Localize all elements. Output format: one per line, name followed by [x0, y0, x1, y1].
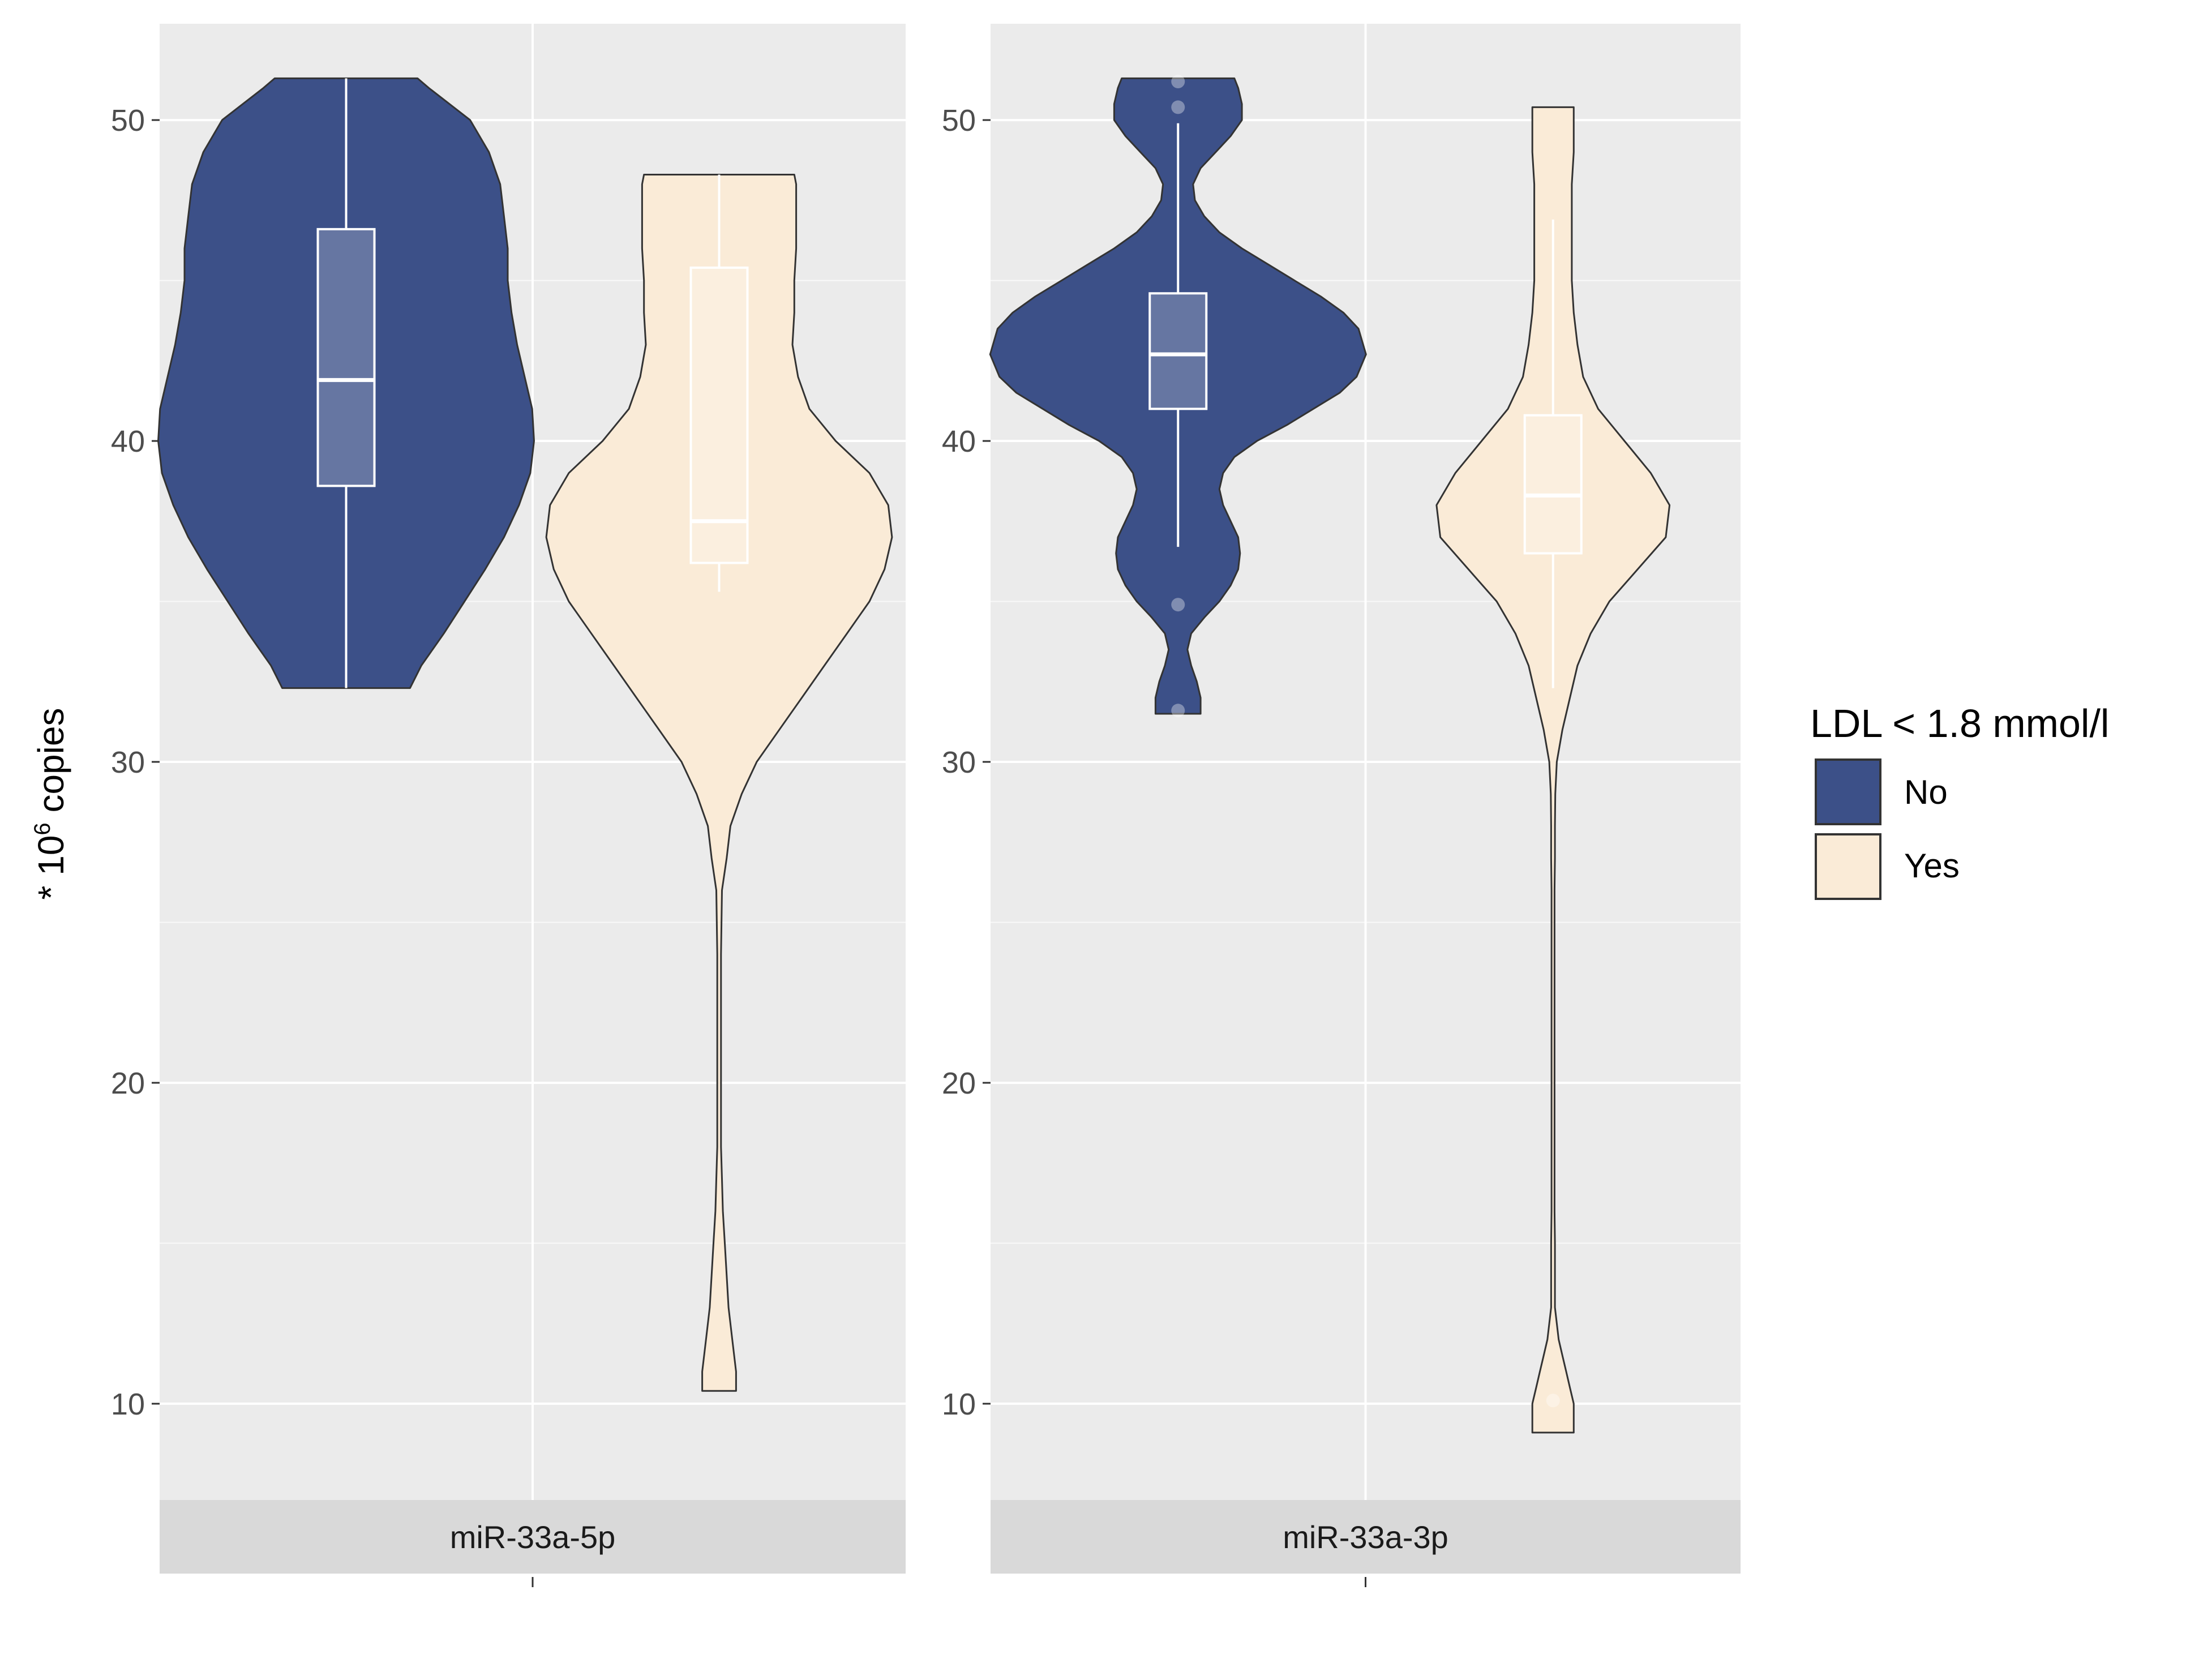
y-tick-label: 50	[111, 104, 145, 138]
y-tick-label: 20	[942, 1066, 976, 1100]
y-tick-label: 30	[111, 745, 145, 779]
violin-group-yes	[1435, 106, 1671, 1434]
y-tick-label: 50	[942, 104, 976, 138]
legend-label-no: No	[1904, 773, 1948, 811]
y-tick-label: 10	[111, 1387, 145, 1421]
panel-2: 10 20 30 40 50 miR-33a-3p	[942, 24, 1741, 1587]
facet-strip-label: miR-33a-3p	[1283, 1519, 1448, 1555]
iqr-box	[1523, 414, 1583, 555]
legend-key-no	[1815, 758, 1881, 825]
violin-no	[989, 77, 1367, 715]
facet-strip-background	[160, 1500, 906, 1574]
y-tick-label: 40	[942, 425, 976, 458]
iqr-box	[1148, 292, 1208, 410]
y-axis-title-suffix: copies	[31, 708, 71, 823]
y-tick-label: 30	[942, 745, 976, 779]
y-axis-title-prefix: * 10	[31, 835, 71, 900]
legend-label-yes: Yes	[1904, 847, 1960, 885]
violin-group-no	[989, 75, 1367, 718]
outlier-point	[1171, 704, 1185, 718]
facet-strip-background	[991, 1500, 1741, 1574]
outlier-point	[1171, 598, 1185, 612]
violin-group-no	[157, 77, 535, 689]
outlier-point	[1171, 75, 1185, 89]
y-axis-title-exponent: 6	[30, 822, 55, 835]
legend-title: LDL < 1.8 mmol/l	[1810, 701, 2109, 745]
y-tick-label: 10	[942, 1387, 976, 1421]
outlier-point	[1546, 1394, 1560, 1408]
facet-strip: miR-33a-3p	[991, 1500, 1741, 1574]
violin-no	[157, 77, 535, 689]
legend: LDL < 1.8 mmol/l No Yes	[1810, 701, 2109, 900]
iqr-box	[316, 228, 376, 487]
y-tick-label: 20	[111, 1066, 145, 1100]
violin-group-yes	[545, 174, 893, 1392]
violin-yes	[1435, 106, 1671, 1434]
y-axis-title: * 106 copies	[30, 708, 71, 900]
facet-strip-label: miR-33a-5p	[450, 1519, 616, 1555]
iqr-box	[689, 266, 749, 564]
violin-yes	[545, 174, 893, 1392]
outlier-point	[1171, 100, 1185, 114]
legend-key-yes	[1815, 833, 1881, 900]
facet-panels: 10 20 30 40 50 miR-33a-5p 10 20 30 40 50 miR-33a-3p	[111, 24, 1741, 1587]
facet-strip: miR-33a-5p	[160, 1500, 906, 1574]
y-tick-label: 40	[111, 425, 145, 458]
panel-1: 10 20 30 40 50 miR-33a-5p	[111, 24, 906, 1587]
